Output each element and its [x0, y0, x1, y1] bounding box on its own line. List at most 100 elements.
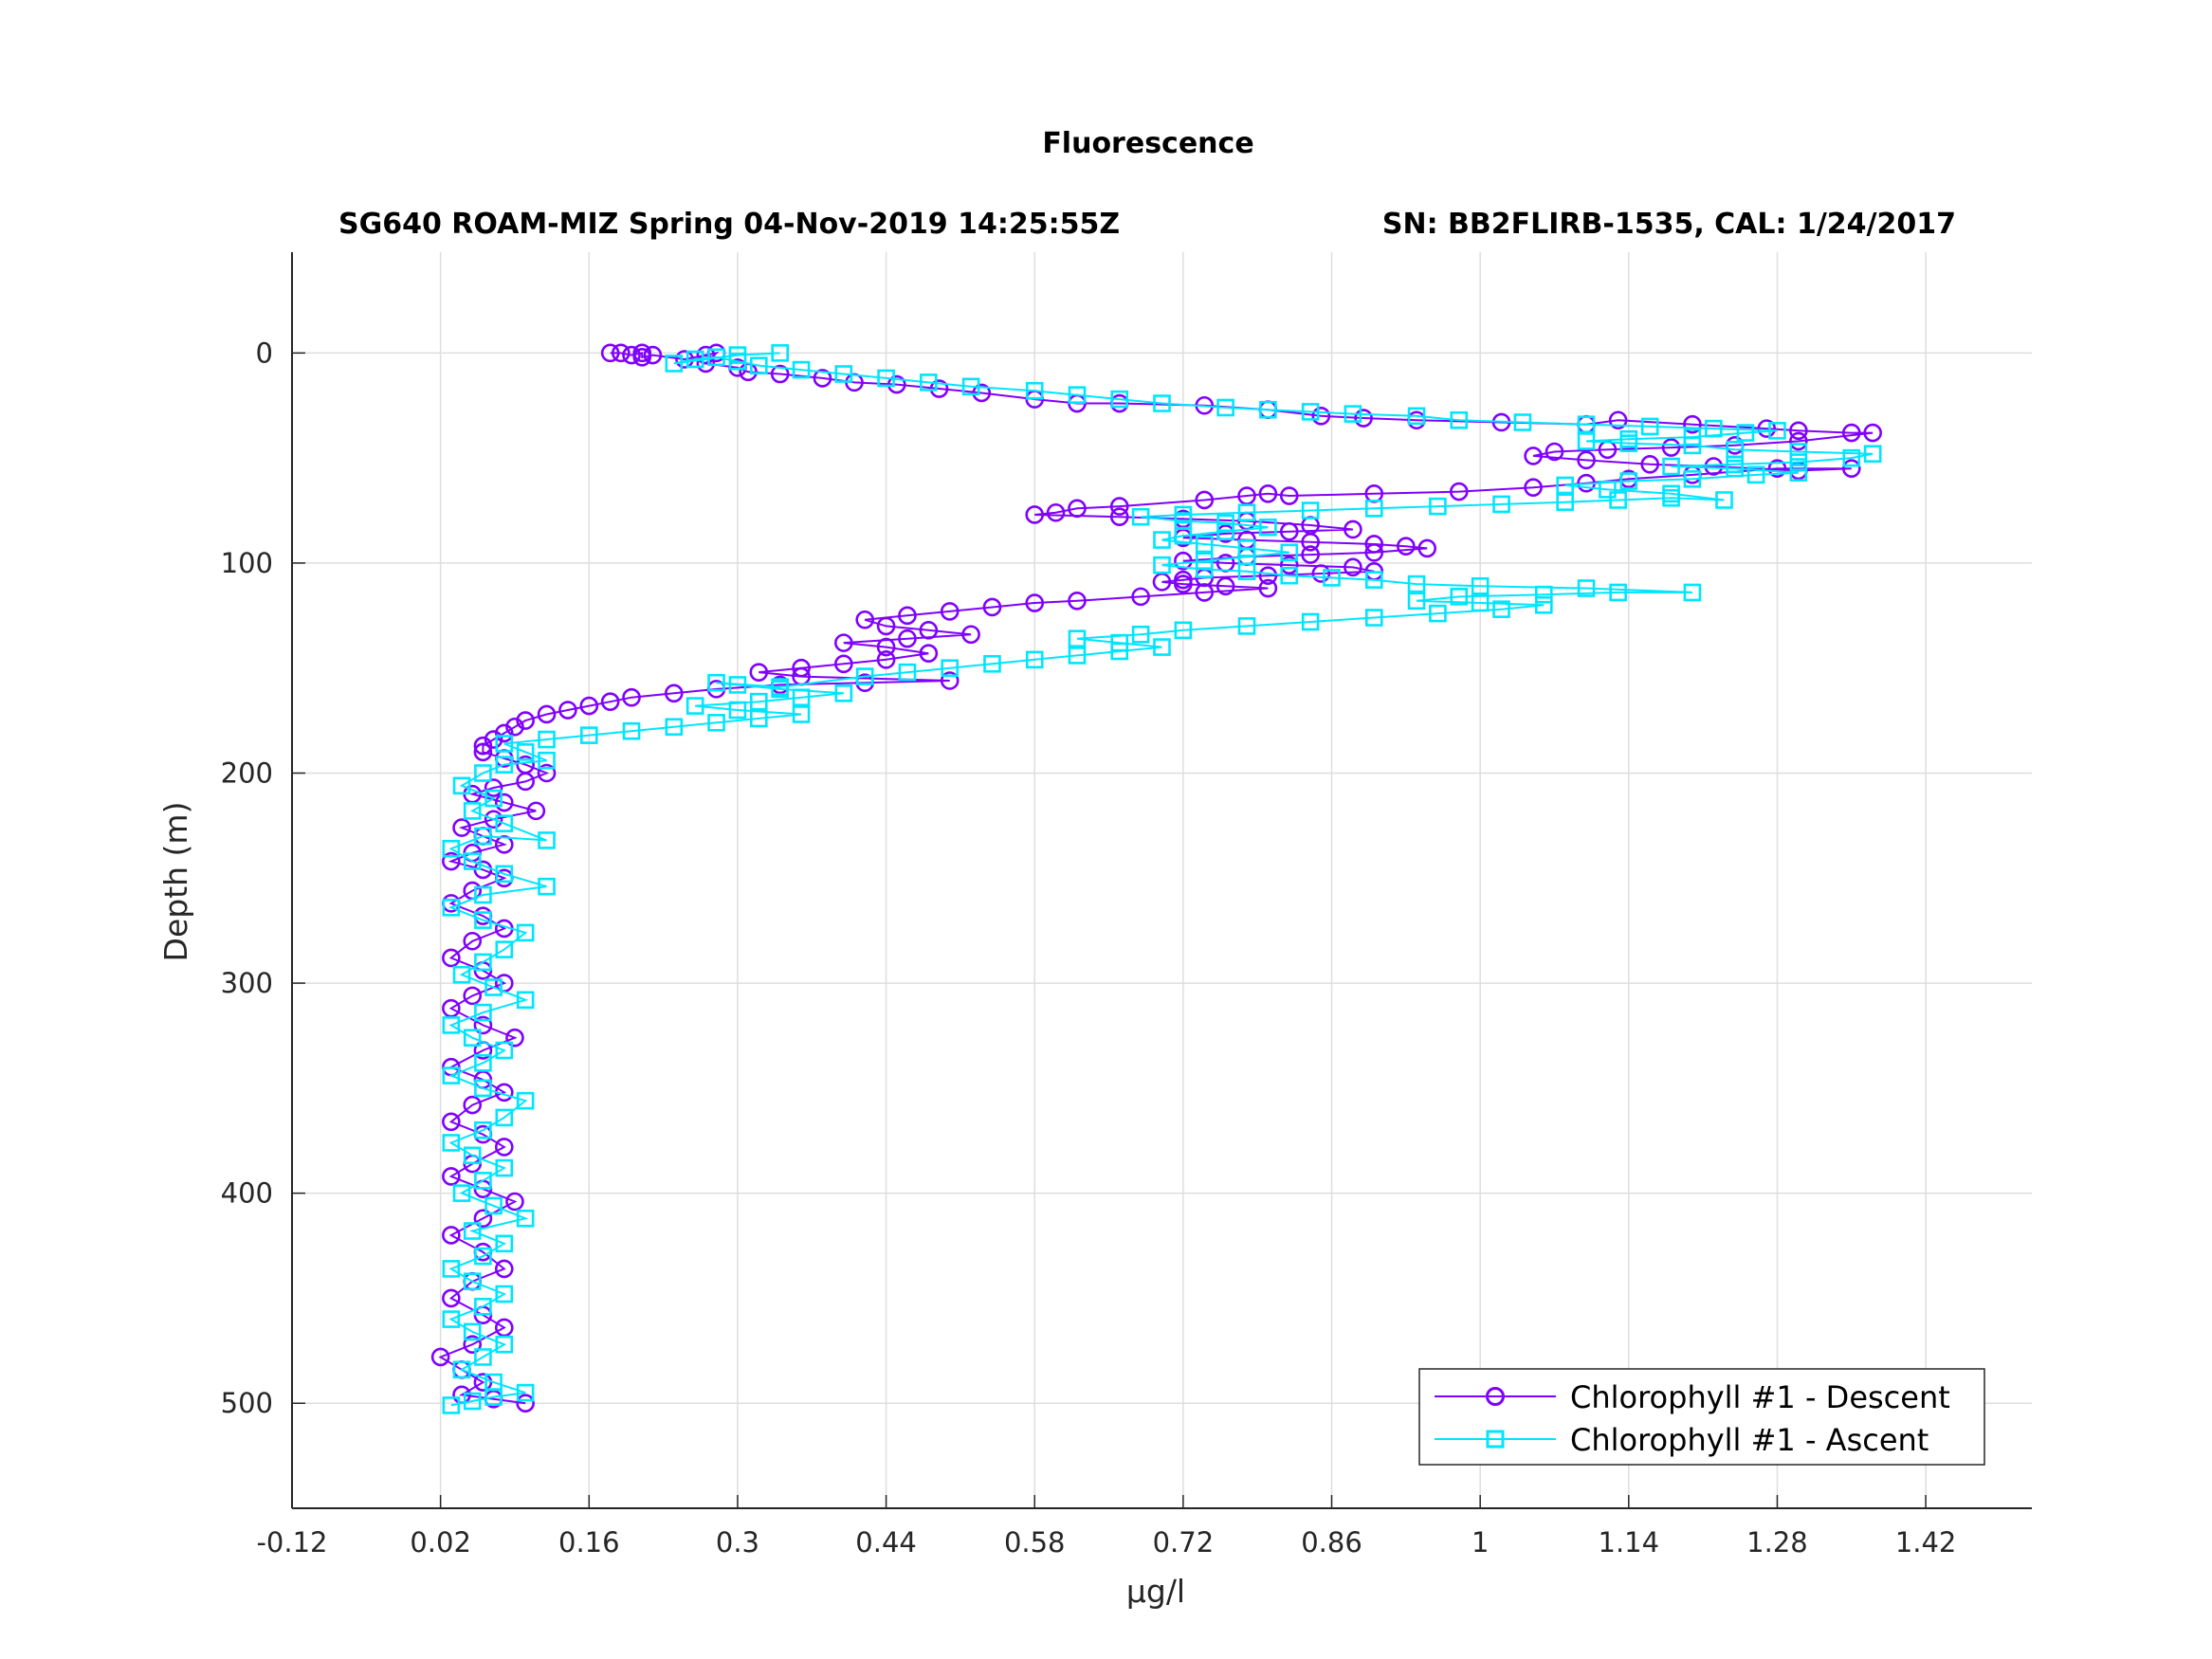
data-point-ascent — [1174, 621, 1193, 640]
data-point-ascent — [1609, 583, 1627, 602]
data-point-ascent — [1535, 595, 1553, 614]
data-point-descent — [622, 345, 641, 365]
data-point-descent — [1311, 564, 1331, 583]
data-point-descent — [792, 658, 811, 678]
data-point-ascent — [1110, 633, 1129, 652]
data-point-descent — [643, 345, 663, 365]
data-point-descent — [1279, 521, 1299, 541]
data-point-ascent — [1705, 419, 1723, 438]
data-point-ascent — [474, 911, 492, 929]
series-layer — [430, 343, 1882, 1414]
legend-label-descent: Chlorophyll #1 - Descent — [1570, 1379, 1950, 1415]
data-point-ascent — [1301, 403, 1320, 421]
data-point-ascent — [728, 676, 747, 694]
data-point-ascent — [495, 940, 514, 958]
data-point-descent — [505, 1028, 524, 1048]
data-point-ascent — [1683, 428, 1702, 447]
data-point-descent — [494, 1259, 514, 1279]
data-point-descent — [442, 1167, 461, 1186]
data-point-descent — [929, 379, 949, 398]
data-point-ascent — [1237, 539, 1256, 557]
data-point-ascent — [1237, 617, 1256, 635]
data-point-descent — [665, 684, 684, 703]
x-tick-label: 0.72 — [1153, 1526, 1215, 1559]
data-point-ascent — [834, 365, 853, 383]
data-point-descent — [1109, 497, 1129, 516]
data-point-descent — [537, 763, 557, 783]
data-point-ascent — [622, 721, 641, 740]
data-point-ascent — [495, 1285, 514, 1304]
x-tick-label: 0.16 — [558, 1526, 620, 1559]
data-point-ascent — [792, 688, 811, 707]
data-point-ascent — [495, 1158, 514, 1177]
data-point-ascent — [474, 1172, 492, 1190]
data-point-ascent — [516, 743, 535, 761]
data-point-descent — [1109, 507, 1129, 526]
data-point-descent — [505, 1192, 524, 1212]
data-point-descent — [1841, 423, 1861, 443]
data-point-ascent — [1323, 569, 1341, 587]
data-point-ascent — [495, 814, 514, 832]
data-point-descent — [1789, 421, 1808, 441]
data-point-ascent — [1471, 576, 1490, 595]
data-point-ascent — [1216, 398, 1234, 417]
data-point-descent — [473, 736, 493, 756]
data-point-ascent — [920, 374, 938, 392]
x-tick-label: 0.58 — [1004, 1526, 1066, 1559]
data-point-ascent — [686, 350, 704, 369]
data-point-ascent — [665, 355, 684, 373]
data-point-ascent — [1609, 491, 1627, 509]
data-point-descent — [813, 369, 832, 388]
y-tick-label: 400 — [221, 1177, 273, 1210]
data-point-ascent — [538, 751, 556, 770]
data-point-descent — [612, 343, 631, 363]
data-point-ascent — [452, 1360, 471, 1379]
data-point-descent — [558, 701, 577, 720]
data-point-ascent — [941, 659, 960, 678]
data-point-ascent — [1153, 394, 1171, 412]
data-point-ascent — [463, 1222, 482, 1240]
data-point-descent — [494, 793, 514, 812]
data-point-ascent — [1492, 495, 1510, 514]
data-point-ascent — [1619, 472, 1638, 490]
data-point-ascent — [1683, 469, 1702, 488]
data-point-descent — [1258, 578, 1278, 598]
data-point-descent — [940, 671, 960, 690]
data-point-ascent — [474, 827, 492, 846]
data-point-descent — [463, 986, 483, 1006]
data-point-ascent — [1599, 481, 1617, 499]
data-point-ascent — [1556, 476, 1574, 495]
data-point-ascent — [707, 348, 725, 367]
data-point-ascent — [495, 1108, 514, 1127]
data-point-descent — [876, 637, 896, 657]
data-point-descent — [855, 610, 875, 629]
data-point-ascent — [495, 1335, 514, 1354]
data-point-descent — [463, 1335, 483, 1354]
y-axis-label: Depth (m) — [157, 802, 194, 962]
data-point-ascent — [1556, 493, 1574, 511]
data-point-descent — [600, 343, 620, 363]
data-point-descent — [876, 616, 896, 636]
x-tick-label: 0.02 — [410, 1526, 471, 1559]
data-point-ascent — [855, 667, 874, 685]
data-point-descent — [1258, 484, 1278, 503]
data-point-descent — [516, 711, 535, 730]
data-point-descent — [961, 625, 980, 645]
data-point-ascent — [1577, 432, 1596, 450]
data-point-ascent — [474, 1247, 492, 1266]
data-point-descent — [919, 621, 939, 640]
data-point-ascent — [579, 726, 598, 744]
data-point-descent — [1789, 431, 1808, 451]
data-point-ascent — [484, 789, 503, 808]
legend-entry-descent: Chlorophyll #1 - Descent — [1435, 1379, 1950, 1415]
data-point-ascent — [1364, 609, 1383, 627]
data-point-descent — [1174, 574, 1193, 593]
data-point-ascent — [1662, 484, 1680, 503]
data-point-ascent — [983, 654, 1001, 673]
data-point-ascent — [1577, 415, 1596, 433]
data-point-ascent — [1450, 588, 1469, 606]
data-point-ascent — [1153, 531, 1171, 549]
data-point-descent — [442, 948, 461, 968]
data-point-ascent — [1726, 440, 1745, 459]
